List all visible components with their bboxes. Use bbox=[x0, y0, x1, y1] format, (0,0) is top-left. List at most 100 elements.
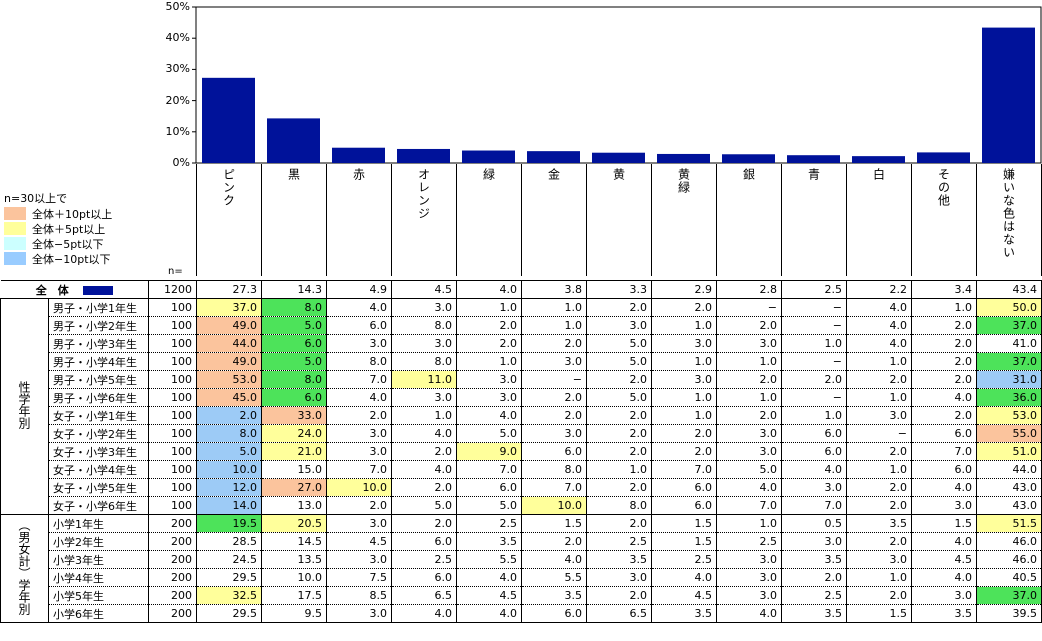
table-cell: 2.0 bbox=[716, 406, 782, 425]
table-cell: 2.0 bbox=[391, 478, 457, 497]
table-cell: 2.0 bbox=[651, 442, 717, 461]
table-cell: 8.5 bbox=[326, 586, 392, 605]
n-value: 100 bbox=[148, 406, 197, 425]
table-cell: 4.5 bbox=[391, 280, 457, 299]
table-cell: 3.5 bbox=[456, 532, 522, 551]
table-cell: 2.0 bbox=[846, 442, 912, 461]
bar-11 bbox=[917, 152, 970, 163]
table-cell: 2.0 bbox=[521, 388, 587, 407]
table-cell: 1.0 bbox=[781, 334, 847, 353]
table-cell: 10.0 bbox=[196, 460, 262, 479]
table-row: 女子・小学3年生 100 5.0 21.0 3.0 2.0 9.0 6.0 2.0 2.0 3.0 6… bbox=[1, 442, 1042, 461]
table-cell: − bbox=[781, 388, 847, 407]
table-row-total: 全 体 1200 27.3 14.3 4.9 4.5 4.0 3.8 3.3 2.9 2.8 2.5 2… bbox=[0, 280, 1042, 299]
table-cell: 1.5 bbox=[911, 514, 977, 533]
table-cell: 41.0 bbox=[976, 334, 1042, 353]
table-cell: 5.5 bbox=[456, 550, 522, 569]
n-value: 200 bbox=[148, 586, 197, 605]
table-cell: 5.0 bbox=[456, 496, 522, 515]
table-cell: 44.0 bbox=[976, 460, 1042, 479]
table-cell: 43.0 bbox=[976, 478, 1042, 497]
row-label: 小学6年生 bbox=[48, 604, 149, 623]
table-cell: 6.0 bbox=[911, 424, 977, 443]
table-cell: 32.5 bbox=[196, 586, 262, 605]
bar-1 bbox=[267, 118, 320, 163]
table-cell: 2.0 bbox=[846, 532, 912, 551]
table-row: 女子・小学4年生 100 10.0 15.0 7.0 4.0 7.0 8.0 1.0 7.0 5.0… bbox=[1, 460, 1042, 479]
table-cell: 10.0 bbox=[261, 568, 327, 587]
table-cell: 4.0 bbox=[846, 298, 912, 317]
table-cell: 2.0 bbox=[911, 352, 977, 371]
table-cell: 2.2 bbox=[846, 280, 912, 299]
table-cell: 3.0 bbox=[586, 316, 652, 335]
table-cell: 9.0 bbox=[456, 442, 522, 461]
table-cell: 4.0 bbox=[651, 568, 717, 587]
table-cell: 3.0 bbox=[586, 568, 652, 587]
table-cell: 6.0 bbox=[781, 442, 847, 461]
table-cell: 5.0 bbox=[586, 352, 652, 371]
table-cell: 3.0 bbox=[846, 550, 912, 569]
table-cell: 2.0 bbox=[586, 586, 652, 605]
table-cell: − bbox=[846, 424, 912, 443]
table-cell: 5.0 bbox=[586, 334, 652, 353]
category-cell: 黄緑 bbox=[651, 164, 716, 276]
table-row: 小学2年生 200 28.5 14.5 4.5 6.0 3.5 2.0 2.5 1.5 2.5 3.0… bbox=[1, 532, 1042, 551]
table-cell: 2.5 bbox=[586, 532, 652, 551]
table-cell: 2.0 bbox=[196, 406, 262, 425]
table-cell: 1.5 bbox=[846, 604, 912, 623]
group-label-text: （男女計）学年別 bbox=[17, 519, 31, 615]
category-label: 黄 bbox=[611, 168, 626, 181]
table-cell: 2.0 bbox=[846, 586, 912, 605]
row-label: 男子・小学3年生 bbox=[48, 334, 149, 353]
category-label: 白 bbox=[871, 168, 886, 181]
table-cell: 3.0 bbox=[651, 370, 717, 389]
table-cell: 3.4 bbox=[911, 280, 977, 299]
n-value: 100 bbox=[148, 442, 197, 461]
table-row: 男子・小学6年生 100 45.0 6.0 4.0 3.0 3.0 2.0 5.0 1.0 1.0−… bbox=[1, 388, 1042, 407]
table-cell: 5.0 bbox=[586, 388, 652, 407]
legend-swatch bbox=[4, 207, 26, 220]
table-cell: 51.5 bbox=[976, 514, 1042, 533]
table-cell: 9.5 bbox=[261, 604, 327, 623]
table-cell: 3.5 bbox=[846, 514, 912, 533]
table-cell: 1.0 bbox=[586, 460, 652, 479]
table-cell: 7.5 bbox=[326, 568, 392, 587]
table-cell: 2.0 bbox=[391, 514, 457, 533]
n-value: 100 bbox=[148, 334, 197, 353]
table-cell: 45.0 bbox=[196, 388, 262, 407]
table-cell: 2.0 bbox=[521, 334, 587, 353]
table-cell: 2.0 bbox=[911, 316, 977, 335]
table-row: 小学6年生 200 29.5 9.5 3.0 4.0 4.0 6.0 6.5 3.5 4.0 3.5 1… bbox=[1, 604, 1042, 623]
table-cell: 7.0 bbox=[456, 460, 522, 479]
group-label-text: 性学年別 bbox=[17, 381, 31, 429]
table-cell: 2.0 bbox=[781, 370, 847, 389]
category-cell: 赤 bbox=[326, 164, 391, 276]
category-label: 赤 bbox=[351, 168, 366, 181]
total-label: 全 体 bbox=[0, 280, 149, 299]
table-cell: 37.0 bbox=[976, 352, 1042, 371]
table-cell: 8.0 bbox=[196, 424, 262, 443]
table-cell: 5.0 bbox=[261, 316, 327, 335]
table-cell: 2.5 bbox=[781, 280, 847, 299]
table-row: 小学4年生 200 29.5 10.0 7.5 6.0 4.0 5.5 3.0 4.0 3.0 2.0… bbox=[1, 568, 1042, 587]
table-cell: 3.5 bbox=[521, 586, 587, 605]
table-cell: 6.5 bbox=[586, 604, 652, 623]
table-cell: 3.0 bbox=[326, 424, 392, 443]
table-cell: 53.0 bbox=[196, 370, 262, 389]
table-cell: 3.0 bbox=[846, 406, 912, 425]
category-label: 緑 bbox=[481, 168, 496, 181]
table-cell: 1.0 bbox=[911, 298, 977, 317]
table-row: 小学3年生 200 24.5 13.5 3.0 2.5 5.5 4.0 3.5 2.5 3.0 3.5… bbox=[1, 550, 1042, 569]
table-cell: 46.0 bbox=[976, 550, 1042, 569]
table-cell: 6.0 bbox=[261, 334, 327, 353]
table-cell: 8.0 bbox=[521, 460, 587, 479]
table-cell: 3.0 bbox=[911, 496, 977, 515]
table-cell: 43.4 bbox=[976, 280, 1042, 299]
table-cell: 2.0 bbox=[911, 334, 977, 353]
group-label: （男女計）学年別 bbox=[0, 514, 49, 623]
table-cell: 2.5 bbox=[391, 550, 457, 569]
table-cell: 10.0 bbox=[521, 496, 587, 515]
table-cell: 1.0 bbox=[521, 298, 587, 317]
table-cell: 1.0 bbox=[846, 568, 912, 587]
row-label: 小学2年生 bbox=[48, 532, 149, 551]
